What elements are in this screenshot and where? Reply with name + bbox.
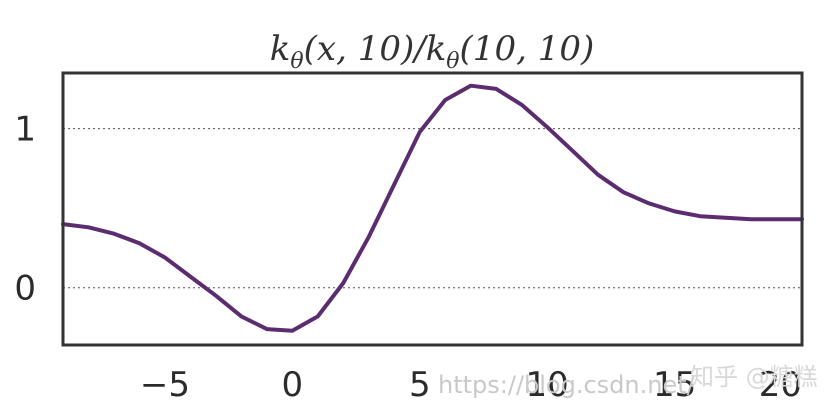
title-k1: k: [270, 29, 291, 69]
title-sub1: θ: [290, 49, 303, 74]
x-tick-labels: −5 0 5 10 15 20: [140, 365, 802, 405]
title-args2: (10, 10): [460, 29, 595, 69]
series-layer: [61, 83, 804, 333]
x-tick-label: 15: [653, 365, 696, 405]
x-tick-label: 20: [759, 365, 802, 405]
plot-frame: [61, 71, 804, 347]
y-tick-label: 0: [14, 269, 36, 309]
y-tick-labels: 01: [14, 110, 36, 309]
x-tick-label: 10: [526, 365, 569, 405]
x-tick-label: 5: [409, 365, 431, 405]
x-tick-label: 0: [282, 365, 304, 405]
grid-lines: [63, 128, 802, 289]
title-args1: (x, 10)/: [304, 29, 430, 69]
title-k2: k: [426, 29, 447, 69]
x-tick-label: −5: [140, 365, 190, 405]
watermark-site: 知乎 @糖糕: [690, 363, 818, 391]
series-line-0: [61, 83, 804, 333]
title-sub2: θ: [446, 49, 459, 74]
y-tick-label: 1: [14, 110, 36, 150]
chart-title: kθ(x, 10)/kθ(10, 10): [270, 29, 594, 74]
watermark-url: https://blog.csdn.net/: [438, 371, 696, 399]
